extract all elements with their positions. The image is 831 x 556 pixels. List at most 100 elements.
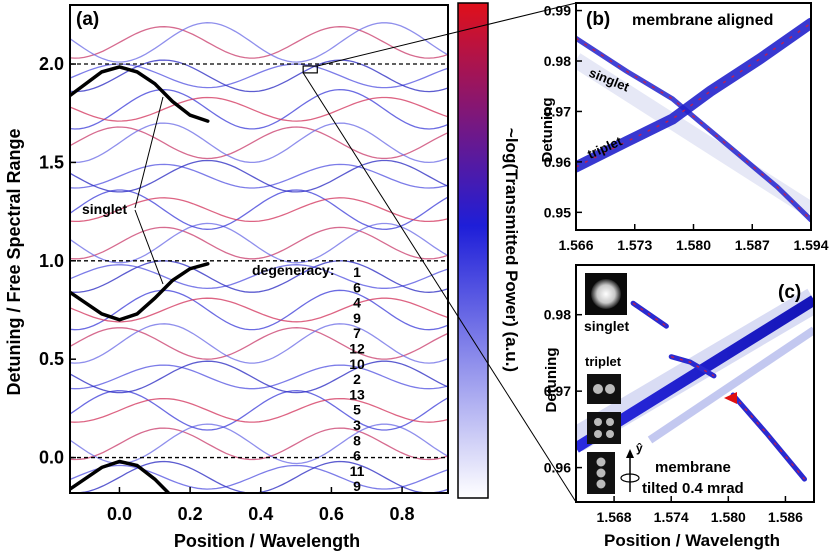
panel-a-singlet-curves <box>70 65 210 493</box>
rotation-axis-icon <box>620 449 640 492</box>
inset-triplet-2 <box>587 412 621 444</box>
y-tick-label: 0.96 <box>544 154 571 170</box>
panel-a-ylabel: Detuning / Free Spectral Range <box>4 128 24 395</box>
colorbar-label: ~log(Transmitted Power) (a.u.) <box>502 128 521 372</box>
singlet-curve <box>70 262 210 322</box>
y-tick-label: 2.0 <box>39 54 64 74</box>
panel-a: 0.0 0.2 0.4 0.6 0.8 0.0 0.5 1.0 1.5 2.0 (a) Posi… <box>4 4 449 551</box>
singlet-pointer-upper <box>134 96 164 209</box>
y-tick-label: 0.97 <box>544 103 571 119</box>
panel-b-y-ticks: 0.95 0.96 0.97 0.98 0.99 <box>544 3 582 220</box>
y-tick-label: 0.95 <box>544 204 571 220</box>
panel-c-frame <box>575 264 815 503</box>
inset-triplet-2-lobe-a <box>594 418 602 426</box>
rotation-axis-arrowhead <box>626 449 634 458</box>
y-tick-label: 0.0 <box>39 448 64 468</box>
inset-triplet-label: triplet <box>585 354 622 369</box>
inset-triplet-3-lobe-c <box>596 479 606 489</box>
degeneracy-item: 4 <box>353 295 361 311</box>
degeneracy-item: 7 <box>353 325 361 341</box>
inset-singlet-label: singlet <box>584 318 629 334</box>
mode-band <box>70 427 448 461</box>
mode-band <box>70 59 448 93</box>
mode-band <box>70 163 448 189</box>
y-tick-label: 1.5 <box>39 152 64 172</box>
panel-c-label: (c) <box>778 282 801 303</box>
panel-c-xlabel: Position / Wavelength <box>604 531 780 550</box>
panel-a-xlabel: Position / Wavelength <box>174 531 360 551</box>
membrane-annotation-line2: tilted 0.4 mrad <box>642 480 744 497</box>
panel-a-y-ticks: 0.0 0.5 1.0 1.5 2.0 <box>39 54 76 468</box>
degeneracy-item: 9 <box>353 310 361 326</box>
mode-band <box>70 222 448 264</box>
x-tick-label: 1.568 <box>597 509 632 525</box>
colorbar: ~log(Transmitted Power) (a.u.) <box>457 2 521 499</box>
degeneracy-item: 1 <box>353 264 361 280</box>
mode-band <box>70 88 448 130</box>
x-tick-label: 0.4 <box>248 504 273 524</box>
degeneracy-item: 13 <box>349 386 365 402</box>
inset-triplet-2-lobe-c <box>594 430 602 438</box>
mode-band <box>70 323 448 364</box>
degeneracy-item: 5 <box>353 402 361 418</box>
inset-triplet-1-lobe-a <box>593 384 603 394</box>
inset-triplet-3-lobe-a <box>596 457 606 467</box>
zoom-box <box>302 65 318 74</box>
panel-c-ylabel: Detuning <box>543 348 560 413</box>
y-tick-label: 0.98 <box>544 53 571 69</box>
singlet-label: singlet <box>82 201 127 217</box>
x-tick-label: 0.2 <box>178 504 203 524</box>
x-tick-label: 1.574 <box>654 509 689 525</box>
inset-triplet-1 <box>587 374 621 404</box>
y-tick-label: 0.5 <box>39 349 64 369</box>
mode-band <box>70 289 448 331</box>
panel-b-title: membrane aligned <box>632 12 773 29</box>
panel-b-ylabel: Detuning <box>539 98 556 163</box>
inset-singlet-spot <box>591 279 621 309</box>
panel-c-y-ticks: 0.96 0.97 0.98 <box>544 307 582 476</box>
panel-b: 1.566 1.573 1.580 1.587 1.594 0.950.960.970.… <box>539 2 829 253</box>
degeneracy-item: 10 <box>349 356 365 372</box>
mode-band <box>70 122 448 164</box>
panel-a-label: (a) <box>76 9 99 30</box>
mode-band <box>70 26 448 59</box>
degeneracy-item: 6 <box>353 279 361 295</box>
singlet-curve <box>70 459 171 493</box>
mode-band <box>70 264 448 290</box>
mode-band <box>70 226 448 260</box>
y-tick-label: 0.99 <box>544 3 571 19</box>
degeneracy-item: 12 <box>349 341 365 357</box>
x-tick-label: 1.580 <box>676 237 711 253</box>
panel-c-series-triplet-highlight <box>670 355 715 377</box>
mode-band <box>70 22 448 63</box>
degeneracy-item: 3 <box>353 417 361 433</box>
panel-b-series-singlet-highlight <box>576 37 811 221</box>
singlet-pointer-lower <box>134 209 164 285</box>
inset-triplet-2-lobe-b <box>606 418 614 426</box>
panel-a-mode-bands <box>70 22 448 493</box>
panel-a-x-ticks: 0.0 0.2 0.4 0.6 0.8 <box>107 487 415 524</box>
mode-band <box>70 63 448 89</box>
y-tick-label: 0.96 <box>544 460 571 476</box>
x-tick-label: 1.573 <box>617 237 652 253</box>
x-tick-label: 1.587 <box>735 237 770 253</box>
y-tick-label: 0.97 <box>544 383 571 399</box>
mode-band <box>70 197 448 223</box>
panel-b-x-ticks: 1.566 1.573 1.580 1.587 1.594 <box>558 224 829 253</box>
x-tick-label: 1.594 <box>793 237 828 253</box>
mode-band <box>70 327 448 360</box>
panel-c-series-singlet-highlight <box>632 302 667 327</box>
zoom-connector-bottom <box>302 72 577 503</box>
degeneracy-title: degeneracy: <box>252 262 334 278</box>
degeneracy-item: 11 <box>350 463 365 479</box>
degeneracy-item: 9 <box>353 478 361 494</box>
axis-y-hat-label: ŷ <box>636 441 643 455</box>
zoom-connector-top <box>317 2 577 67</box>
mode-band <box>70 297 448 323</box>
colorbar-gradient <box>457 2 489 499</box>
y-tick-label: 1.0 <box>39 251 64 271</box>
mode-band <box>70 260 448 293</box>
panel-c: 1.568 1.574 1.580 1.586 0.96 0.97 0.98 (c) Po… <box>543 264 815 550</box>
